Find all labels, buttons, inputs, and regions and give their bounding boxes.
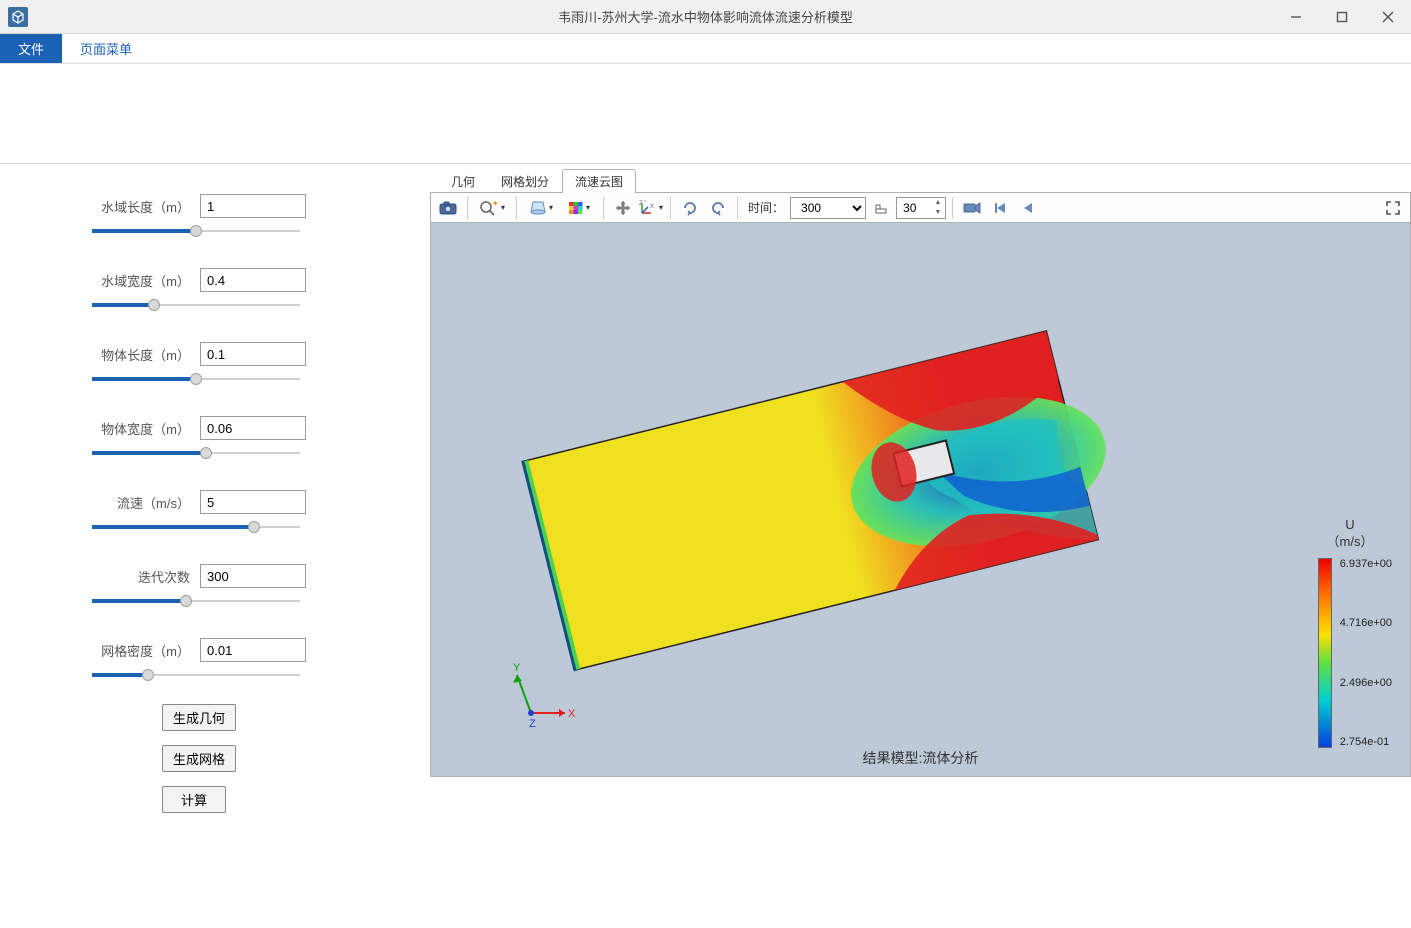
axis-z-label: Z <box>529 718 536 730</box>
generate-geometry-button[interactable]: 生成几何 <box>162 704 236 731</box>
param-label: 物体宽度（m） <box>90 419 190 438</box>
skip-first-icon[interactable] <box>987 196 1013 220</box>
param-input[interactable] <box>200 342 306 366</box>
view-toolbar: ✦ ▾ ▾ ▾ XZY ▾ <box>430 193 1411 223</box>
result-model-label: 结果模型:流体分析 <box>431 748 1410 768</box>
workspace: 水域长度（m）水域宽度（m）物体长度（m）物体宽度（m）流速（m/s）迭代次数网… <box>0 164 1411 928</box>
param-row-0: 水域长度（m） <box>90 194 400 238</box>
menu-file[interactable]: 文件 <box>0 34 62 63</box>
param-label: 网格密度（m） <box>90 641 190 660</box>
record-icon[interactable] <box>959 196 985 220</box>
step-back-icon[interactable] <box>1015 196 1041 220</box>
param-row-5: 迭代次数 <box>90 564 400 608</box>
window-title: 韦雨川-苏州大学-流水中物体影响流体流速分析模型 <box>0 7 1411 26</box>
colorbar-title: U （m/s） <box>1310 517 1390 551</box>
view-tabs: 几何 网格划分 流速云图 <box>430 169 1411 193</box>
view-area: 几何 网格划分 流速云图 ✦ ▾ ▾ ▾ <box>430 164 1411 928</box>
param-label: 物体长度（m） <box>90 345 190 364</box>
param-slider[interactable] <box>92 594 300 608</box>
camera-icon[interactable] <box>435 196 461 220</box>
param-slider[interactable] <box>92 298 300 312</box>
minimize-button[interactable] <box>1273 0 1319 34</box>
time-label: 时间： <box>748 199 784 216</box>
param-label: 水域长度（m） <box>90 197 190 216</box>
param-slider[interactable] <box>92 224 300 238</box>
fullscreen-icon[interactable] <box>1380 196 1406 220</box>
generate-mesh-button[interactable]: 生成网格 <box>162 745 236 772</box>
colorbar-ticks: 6.937e+00 4.716e+00 2.496e+00 2.754e-01 <box>1340 558 1392 748</box>
param-slider[interactable] <box>92 372 300 386</box>
param-row-3: 物体宽度（m） <box>90 416 400 460</box>
rotate-ccw-icon[interactable] <box>705 196 731 220</box>
menu-page[interactable]: 页面菜单 <box>62 34 150 63</box>
svg-text:X: X <box>650 204 654 210</box>
param-slider[interactable] <box>92 446 300 460</box>
parameter-panel: 水域长度（m） 水域宽度（m） 物体长度（m） 物体宽度（m） 流速（m/s） 迭代次数网… <box>0 164 430 928</box>
fps-up[interactable]: ▲ <box>931 198 945 208</box>
frame-step-icon[interactable] <box>868 196 894 220</box>
param-input[interactable] <box>200 564 306 588</box>
colorbar: 6.937e+00 4.716e+00 2.496e+00 2.754e-01 <box>1318 558 1392 748</box>
app-icon <box>8 7 28 27</box>
param-row-1: 水域宽度（m） <box>90 268 400 312</box>
action-buttons: 生成几何 生成网格 计算 <box>162 704 400 813</box>
param-label: 迭代次数 <box>90 567 190 586</box>
param-row-4: 流速（m/s） <box>90 490 400 534</box>
zoom-icon[interactable]: ✦ ▾ <box>474 196 510 220</box>
param-input[interactable] <box>200 268 306 292</box>
window-controls <box>1273 0 1411 34</box>
maximize-button[interactable] <box>1319 0 1365 34</box>
param-input[interactable] <box>200 416 306 440</box>
svg-text:✦: ✦ <box>492 200 499 208</box>
param-label: 流速（m/s） <box>90 493 190 512</box>
close-button[interactable] <box>1365 0 1411 34</box>
param-row-2: 物体长度（m） <box>90 342 400 386</box>
fps-input[interactable]: ▲▼ <box>896 197 946 219</box>
param-slider[interactable] <box>92 520 300 534</box>
menu-bar: 文件 页面菜单 <box>0 34 1411 64</box>
axis-orient-icon[interactable]: XZY ▾ <box>638 196 664 220</box>
param-label: 水域宽度（m） <box>90 271 190 290</box>
param-input[interactable] <box>200 638 306 662</box>
param-row-6: 网格密度（m） <box>90 638 400 682</box>
tab-velocity-contour[interactable]: 流速云图 <box>562 169 636 193</box>
render-mode-icon[interactable]: ▾ <box>561 196 597 220</box>
param-slider[interactable] <box>92 668 300 682</box>
title-bar: 韦雨川-苏州大学-流水中物体影响流体流速分析模型 <box>0 0 1411 34</box>
transparency-icon[interactable]: ▾ <box>523 196 559 220</box>
time-select[interactable]: 300 <box>790 197 866 219</box>
ribbon-area <box>0 64 1411 164</box>
tab-geometry[interactable]: 几何 <box>438 169 488 193</box>
tab-mesh[interactable]: 网格划分 <box>488 169 562 193</box>
fps-down[interactable]: ▼ <box>931 208 945 218</box>
param-input[interactable] <box>200 194 306 218</box>
compute-button[interactable]: 计算 <box>162 786 226 813</box>
pan-icon[interactable] <box>610 196 636 220</box>
result-canvas[interactable]: X Y Z U （m/s） 6.937e+00 4.716e+00 <box>430 223 1411 777</box>
axis-x-label: X <box>568 708 576 720</box>
param-input[interactable] <box>200 490 306 514</box>
colorbar-gradient <box>1318 558 1332 748</box>
rotate-cw-icon[interactable] <box>677 196 703 220</box>
svg-text:Y: Y <box>643 200 647 204</box>
axis-y-label: Y <box>513 662 521 674</box>
